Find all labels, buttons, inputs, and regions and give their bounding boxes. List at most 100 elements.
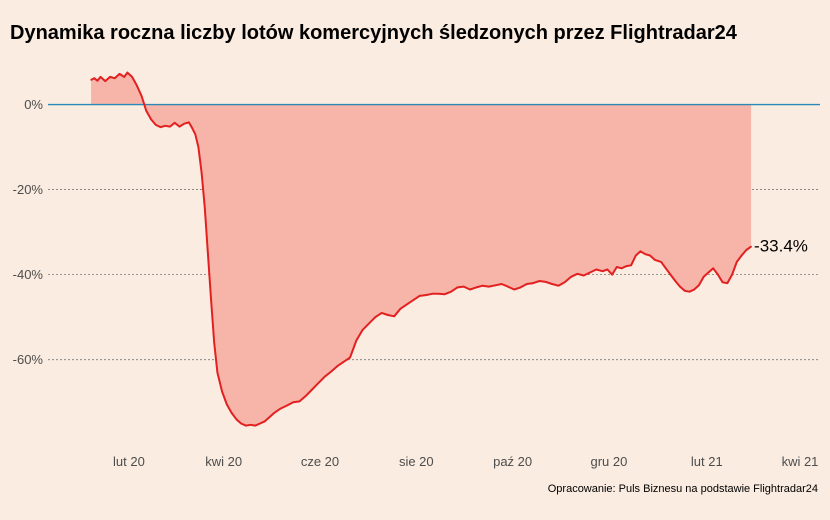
data-point xyxy=(736,261,738,263)
x-tick-label: lut 21 xyxy=(691,454,723,469)
data-point xyxy=(207,252,209,255)
data-point xyxy=(109,76,111,78)
data-point xyxy=(361,329,364,331)
data-point xyxy=(437,293,440,295)
data-point xyxy=(336,365,339,367)
data-point xyxy=(683,290,686,292)
data-point xyxy=(630,264,632,267)
data-point xyxy=(230,412,233,414)
data-point xyxy=(169,125,171,128)
x-tick-label: cze 20 xyxy=(301,454,339,469)
data-point xyxy=(532,282,534,284)
data-point xyxy=(717,273,719,276)
data-point xyxy=(456,286,459,289)
data-point xyxy=(393,315,396,318)
data-point xyxy=(698,284,700,287)
data-point xyxy=(155,124,157,126)
data-point xyxy=(418,295,421,297)
data-point xyxy=(374,316,377,319)
data-point xyxy=(450,290,452,293)
data-point xyxy=(123,76,125,78)
data-point xyxy=(616,266,618,268)
chart-caption: Opracowanie: Puls Biznesu na podstawie F… xyxy=(548,483,818,495)
data-point xyxy=(245,424,247,427)
data-point xyxy=(576,273,579,275)
data-point xyxy=(298,400,301,403)
data-point xyxy=(625,265,628,267)
data-point xyxy=(268,416,271,418)
x-tick-label: paź 20 xyxy=(493,454,532,469)
data-point xyxy=(620,267,623,270)
y-tick-label: 0% xyxy=(24,97,43,112)
data-point xyxy=(140,95,143,97)
data-point xyxy=(606,268,609,271)
x-tick-label: lut 20 xyxy=(113,454,145,469)
data-point xyxy=(707,271,710,274)
data-point xyxy=(213,341,215,344)
data-point xyxy=(526,283,528,285)
data-point xyxy=(443,293,446,296)
data-point xyxy=(431,293,433,295)
data-point xyxy=(469,288,471,291)
data-point xyxy=(90,79,92,81)
data-point xyxy=(194,133,197,136)
data-point xyxy=(712,267,714,270)
data-point xyxy=(519,286,522,289)
data-point xyxy=(191,127,193,129)
data-point xyxy=(387,314,389,316)
data-point xyxy=(726,282,729,284)
data-point xyxy=(330,370,332,373)
data-point xyxy=(136,84,138,87)
data-point xyxy=(475,286,478,289)
data-point xyxy=(104,80,107,82)
x-axis-ticks: lut 20 kwi 20 cze 20 sie 20 paź 20 gru 20 lut … xyxy=(113,454,818,469)
data-point xyxy=(653,259,656,261)
data-point xyxy=(99,76,102,78)
data-point xyxy=(507,285,509,288)
data-point xyxy=(731,273,733,276)
data-point xyxy=(292,401,295,404)
x-tick-label: kwi 21 xyxy=(782,454,819,469)
data-point xyxy=(279,407,282,410)
data-point xyxy=(557,284,560,287)
data-point xyxy=(399,307,402,310)
data-point xyxy=(582,274,585,277)
data-point xyxy=(126,71,129,74)
data-point xyxy=(197,146,200,148)
data-point xyxy=(249,424,252,426)
data-point xyxy=(601,270,604,273)
data-point xyxy=(305,395,307,397)
data-point xyxy=(286,404,288,407)
data-point xyxy=(688,290,691,293)
data-point xyxy=(551,283,553,285)
data-point xyxy=(494,284,497,287)
data-point xyxy=(589,271,591,274)
data-point xyxy=(240,422,242,425)
data-point xyxy=(93,77,95,79)
data-point xyxy=(210,299,212,302)
data-point xyxy=(721,281,724,284)
y-axis-ticks: 0% -20% -40% -60% xyxy=(13,97,44,367)
data-point xyxy=(311,388,313,391)
data-point xyxy=(669,273,672,276)
data-point xyxy=(635,254,637,257)
data-point xyxy=(649,254,651,257)
data-point xyxy=(611,273,613,276)
data-point xyxy=(96,79,99,82)
data-point xyxy=(745,249,748,251)
y-tick-label: -60% xyxy=(13,352,44,367)
x-tick-label: kwi 20 xyxy=(205,454,242,469)
data-point xyxy=(425,294,427,296)
data-point xyxy=(342,361,345,363)
data-point xyxy=(488,285,490,288)
data-point xyxy=(570,276,572,278)
data-point xyxy=(183,122,185,125)
data-point xyxy=(702,276,705,278)
data-point xyxy=(355,339,358,342)
x-tick-label: gru 20 xyxy=(591,454,628,469)
data-point xyxy=(226,403,228,406)
data-point xyxy=(150,118,152,121)
data-point xyxy=(263,420,266,423)
